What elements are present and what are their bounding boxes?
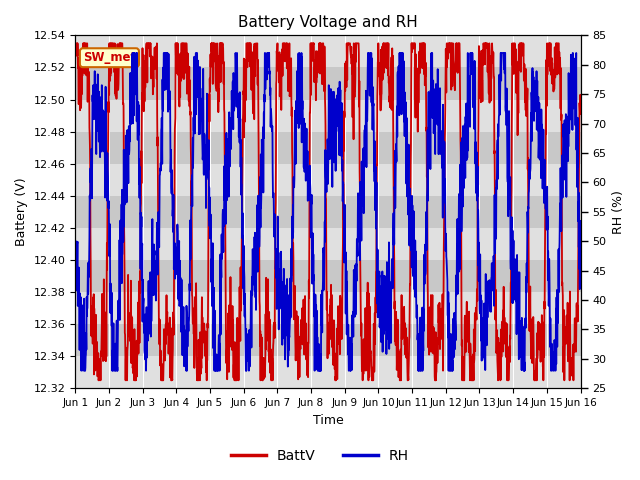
Bar bbox=[76, 292, 580, 324]
Text: SW_met: SW_met bbox=[83, 51, 136, 64]
Y-axis label: RH (%): RH (%) bbox=[612, 190, 625, 234]
Y-axis label: Battery (V): Battery (V) bbox=[15, 178, 28, 246]
Bar bbox=[76, 324, 580, 356]
Legend: BattV, RH: BattV, RH bbox=[225, 443, 415, 468]
X-axis label: Time: Time bbox=[312, 414, 343, 427]
Bar bbox=[76, 67, 580, 99]
Bar bbox=[76, 36, 580, 67]
Bar bbox=[76, 228, 580, 260]
Bar bbox=[76, 132, 580, 164]
Bar bbox=[76, 356, 580, 388]
Title: Battery Voltage and RH: Battery Voltage and RH bbox=[238, 15, 418, 30]
Bar bbox=[76, 196, 580, 228]
Bar bbox=[76, 164, 580, 196]
Bar bbox=[76, 99, 580, 132]
Bar bbox=[76, 260, 580, 292]
